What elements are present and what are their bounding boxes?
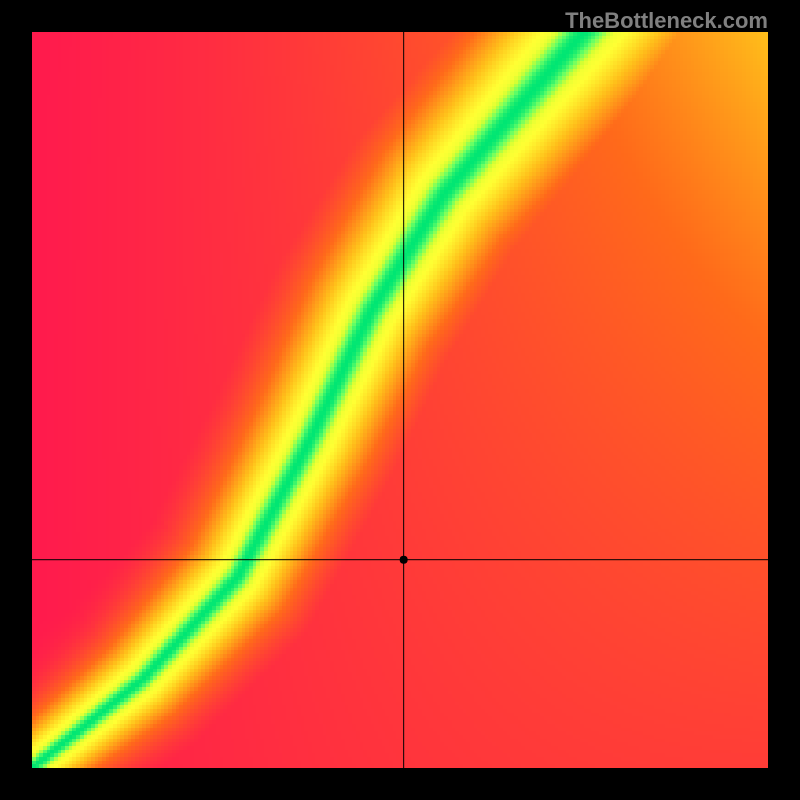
heatmap-plot — [32, 32, 768, 768]
watermark-text: TheBottleneck.com — [565, 8, 768, 34]
heatmap-canvas — [32, 32, 768, 768]
